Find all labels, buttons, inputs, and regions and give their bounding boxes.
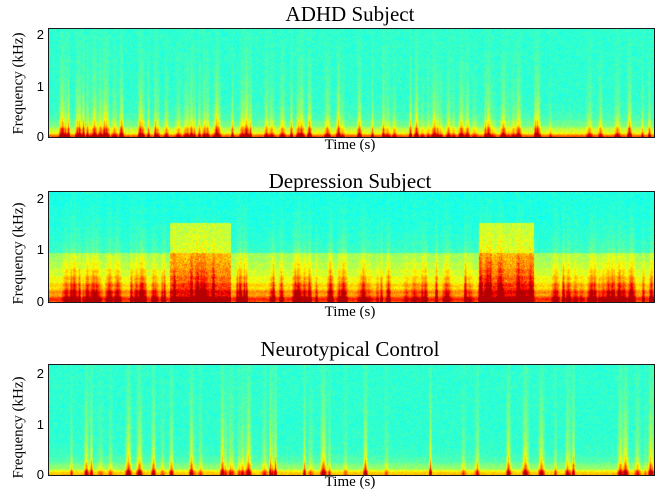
x-axis-label: Time (s) — [324, 474, 376, 490]
spectrogram-plot — [48, 28, 655, 138]
spectrogram-panel-neurotypical: Neurotypical Control Frequency (kHz) 2 1… — [0, 334, 655, 498]
chart-title: Neurotypical Control — [260, 337, 440, 361]
chart-title: ADHD Subject — [285, 2, 415, 26]
y-tick-label: 0 — [36, 294, 44, 309]
y-tick-label: 2 — [36, 366, 44, 381]
spectrogram-image — [49, 365, 654, 475]
y-tick-label: 1 — [36, 79, 44, 94]
y-axis-label: Frequency (kHz) — [10, 376, 27, 479]
y-tick-label: 1 — [36, 417, 44, 432]
spectrogram-plot — [48, 191, 655, 303]
y-tick-label: 2 — [36, 191, 44, 206]
y-axis-label: Frequency (kHz) — [10, 32, 27, 135]
spectrogram-image — [49, 192, 654, 302]
chart-title: Depression Subject — [268, 169, 432, 193]
y-tick-label: 2 — [36, 27, 44, 42]
x-axis-label: Time (s) — [324, 304, 376, 320]
y-tick-label: 1 — [36, 242, 44, 257]
spectrogram-panel-depression: Depression Subject Frequency (kHz) 2 1 0… — [0, 165, 655, 330]
y-tick-label: 0 — [36, 129, 44, 144]
spectrogram-image — [49, 29, 654, 137]
spectrogram-plot — [48, 364, 655, 476]
y-axis-label: Frequency (kHz) — [10, 202, 27, 305]
spectrogram-panel-adhd: ADHD Subject Frequency (kHz) 2 1 0 Time … — [0, 0, 655, 165]
y-tick-label: 0 — [36, 467, 44, 482]
x-axis-label: Time (s) — [324, 137, 376, 153]
